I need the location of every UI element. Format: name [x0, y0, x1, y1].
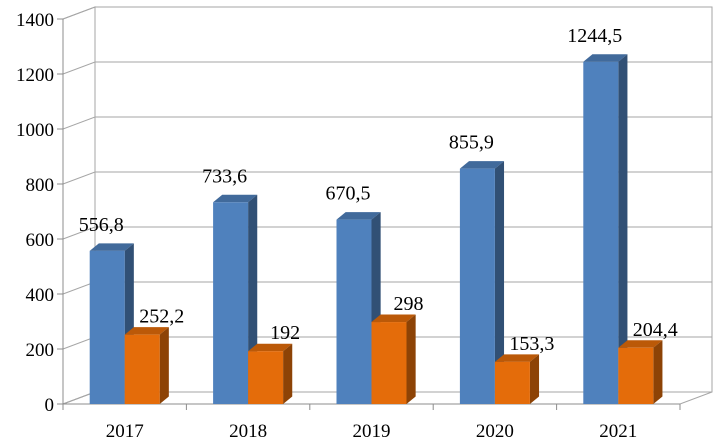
bar-front: [618, 347, 654, 404]
y-tick-label: 400: [26, 285, 55, 306]
bar-side: [653, 340, 663, 404]
x-tick-label: 2017: [106, 421, 144, 441]
data-label: 855,9: [449, 132, 494, 154]
y-tick-label: 600: [26, 230, 55, 251]
bar-top: [248, 343, 293, 352]
data-label: 670,5: [326, 183, 371, 205]
x-tick-label: 2021: [599, 421, 637, 441]
y-tick-label: 1200: [16, 65, 54, 86]
data-label: 298: [394, 293, 424, 315]
bar-front: [336, 219, 372, 404]
bar-2019-series-2: [371, 314, 416, 404]
bar-side: [618, 54, 628, 404]
gridline: [62, 226, 712, 240]
data-label: 733,6: [202, 165, 247, 187]
bar-side: [406, 314, 416, 404]
bar-side: [159, 327, 169, 404]
bar-top: [213, 194, 258, 203]
data-label: 556,8: [79, 214, 124, 236]
bar-top: [459, 161, 505, 169]
labels: 0 200 400 600 800 1000 1200 1400 2017 2018 2019 202…: [16, 10, 678, 441]
data-label: 1244,5: [567, 25, 622, 47]
bar-2021-series-2: [618, 340, 663, 404]
bar-front: [213, 202, 249, 404]
bar-2021-series-1: [583, 54, 628, 404]
bar-top: [371, 314, 416, 323]
bar-side: [529, 354, 540, 404]
bar-front: [248, 351, 284, 404]
data-label: 252,2: [139, 306, 184, 328]
gridline: [62, 116, 712, 130]
bar-top: [89, 243, 134, 251]
bar-2020-series-1: [459, 161, 505, 404]
bar-front: [124, 334, 160, 404]
y-tick-label: 1400: [16, 10, 54, 31]
bar-side: [283, 343, 293, 404]
y-tick-label: 800: [26, 175, 55, 196]
bar-side: [494, 161, 505, 404]
gridline: [62, 171, 712, 185]
y-tick-label: 0: [45, 395, 55, 416]
bar-top: [583, 54, 628, 62]
x-tick-label: 2019: [353, 421, 391, 441]
gridline: [62, 6, 712, 20]
bar-front: [583, 61, 619, 404]
data-label: 192: [270, 322, 300, 344]
bar-2018-series-2: [248, 343, 293, 404]
y-tick-label: 200: [26, 340, 55, 361]
bar-2020-series-2: [494, 354, 540, 404]
bar-top: [336, 212, 381, 220]
bar-top: [494, 354, 540, 362]
bar-top: [124, 327, 169, 335]
bars: [89, 54, 663, 404]
x-tick-label: 2020: [476, 421, 514, 441]
y-tick-label: 1000: [16, 120, 54, 141]
gridline: [62, 61, 712, 75]
bar-2017-series-2: [124, 327, 169, 404]
bar-front: [371, 322, 407, 404]
bar-front: [494, 361, 530, 404]
x-tick-label: 2018: [229, 421, 267, 441]
data-label: 204,4: [633, 319, 678, 341]
bar-front: [459, 168, 495, 404]
data-label: 153,3: [509, 333, 554, 355]
bar-top: [618, 340, 663, 348]
bar-front: [89, 250, 125, 404]
